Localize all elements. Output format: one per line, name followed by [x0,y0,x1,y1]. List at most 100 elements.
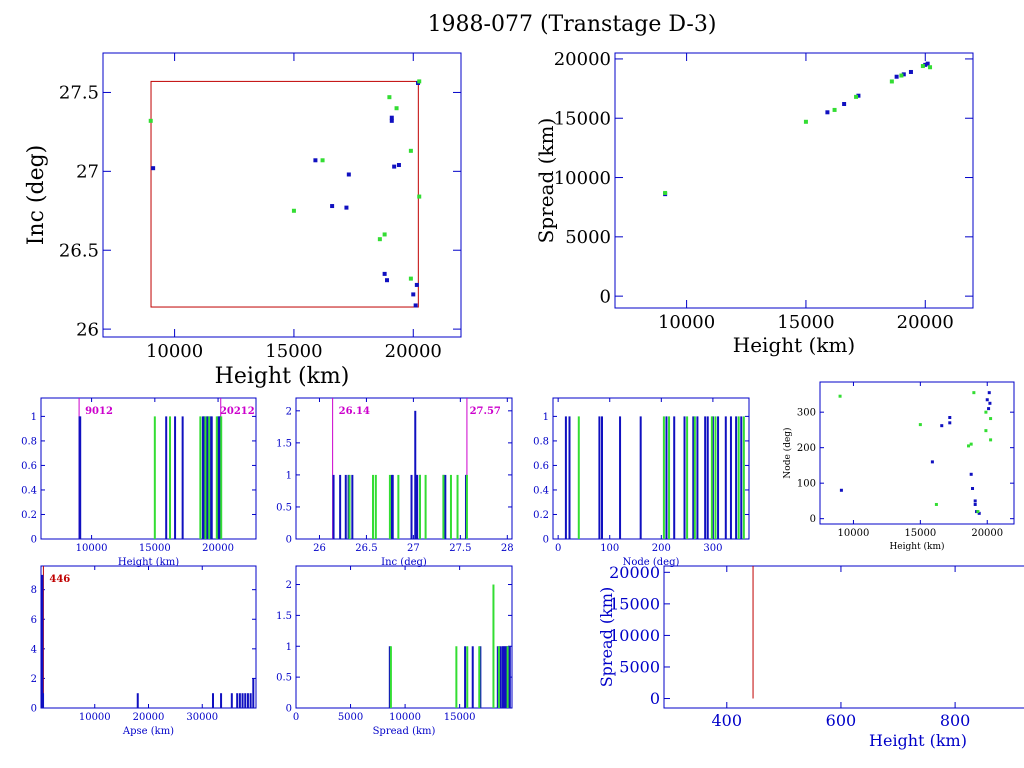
histogram-bar [706,416,709,539]
histogram-bar [220,416,223,539]
x-tick-label: 5000 [338,712,363,723]
histogram-bar [704,416,707,539]
histogram-bar [252,678,255,708]
x-tick-label: 0 [293,712,299,723]
histogram-bar [218,416,221,539]
histogram-bar [601,416,603,539]
data-point [948,421,952,425]
x-tick-label: 100 [600,543,619,554]
histogram-bar [199,416,202,539]
data-point [899,73,904,78]
y-tick-label: 20000 [554,49,611,70]
x-tick-label: 10000 [79,712,111,723]
data-point [856,93,861,98]
data-point [984,410,988,414]
histogram-bar [388,646,391,708]
histogram-bar [456,474,459,539]
data-point [989,417,993,421]
x-axis-label: Apse (km) [122,726,174,737]
y-tick-label: 0.5 [276,502,292,513]
page-title: 1988-077 (Transtage D-3) [427,12,717,37]
height_hist-panel: 10000 15000 20000 0 0.2 0.4 0.6 0.8 1 Height (km)… [21,397,257,568]
data-point [842,102,847,106]
histogram-bar [391,474,394,539]
histogram-bar [206,416,209,539]
y-tick-label: 0.8 [21,436,37,447]
y-axis-label: Node (deg) [782,427,793,478]
x-tick-label: 200 [652,543,671,554]
inc_hist-frame [295,397,513,540]
y-axis-label: Spread (km) [534,118,558,244]
y-tick-label: 10000 [609,626,660,645]
histogram-bar [372,474,375,539]
y-tick-label: 27 [76,162,99,183]
x-tick-label: 600 [826,711,857,730]
histogram-bar [564,416,567,539]
x-tick-label: 10000 [146,341,203,362]
x-axis-label: Height (km) [889,541,944,552]
y-tick-label: 0 [286,535,292,546]
data-point [854,94,859,99]
x-tick-label: 300 [703,543,722,554]
data-point [925,61,930,66]
y-tick-label: 0 [31,704,37,715]
data-point [414,282,419,287]
marker-label: 20212 [220,406,255,417]
histogram-bar [444,474,447,539]
x-tick-label: 10000 [658,312,715,333]
data-point [344,205,349,210]
histogram-bar [244,693,247,708]
node_vs_height-panel: 10000 15000 20000 0 100 200 300 Height (km) Node… [782,381,1015,552]
data-point [832,107,837,112]
x-axis-label: Spread (km) [373,726,436,737]
histogram-bar [136,693,139,708]
data-point [838,394,842,398]
x-tick-label: 27 [407,543,420,554]
y-tick-label: 300 [797,408,816,419]
histogram-bar [209,416,212,539]
histogram-bar [508,646,511,708]
x-tick-label: 400 [712,711,743,730]
histogram-bar [181,416,184,539]
y-tick-label: 1.5 [276,611,292,622]
histogram-bar [668,416,671,539]
data-point [385,278,390,283]
y-tick-label: 15000 [609,594,660,613]
spread_hist-frame [295,565,513,709]
histogram-bar [619,416,622,539]
y-tick-label: 1 [286,470,292,481]
histogram-bar [174,416,177,539]
histogram-bar [238,693,241,708]
y-tick-label: 0.2 [21,510,37,521]
data-point [663,190,668,195]
y-tick-label: 0.8 [533,436,549,447]
histogram-bar [737,416,740,539]
histogram-bar [217,416,220,539]
histogram-bar [464,646,467,708]
histogram-bar [717,416,720,539]
data-point [313,158,318,163]
histogram-bar [492,584,495,708]
x-axis-label: Height (km) [118,557,179,568]
data-point [394,106,399,111]
histogram-bar [212,693,214,708]
histogram-bar [686,416,689,539]
x-tick-label: 30000 [186,712,218,723]
histogram-bar [497,646,500,708]
x-tick-label: 26.5 [355,543,377,554]
y-tick-label: 1 [286,642,292,653]
data-point [948,416,952,419]
data-point [969,442,973,446]
histogram-bar [215,416,218,539]
histogram-bar [471,646,474,708]
histogram-bar [339,474,342,539]
spread_vs_height-panel: 10000 15000 20000 0 5000 10000 15000 20000 Heigh… [534,49,974,357]
x-tick-label: 10000 [838,528,870,539]
data-point [382,232,387,237]
x-tick-label: 15000 [265,341,322,362]
y-tick-label: 0 [543,535,549,546]
data-point [918,423,922,427]
data-point [387,95,392,100]
histogram-bar [673,416,676,539]
